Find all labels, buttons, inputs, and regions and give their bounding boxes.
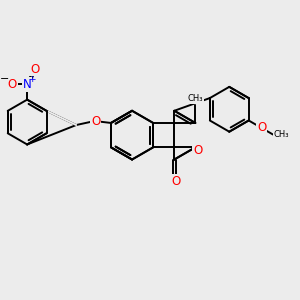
Text: O: O: [257, 122, 266, 134]
Text: O: O: [30, 62, 39, 76]
Text: −: −: [0, 74, 9, 84]
Text: O: O: [91, 115, 100, 128]
Text: +: +: [28, 75, 36, 84]
Text: CH₃: CH₃: [188, 94, 203, 103]
Text: CH₃: CH₃: [274, 130, 289, 139]
Text: O: O: [8, 78, 17, 91]
Text: O: O: [171, 175, 180, 188]
Text: O: O: [193, 144, 203, 158]
Text: N: N: [23, 78, 32, 91]
